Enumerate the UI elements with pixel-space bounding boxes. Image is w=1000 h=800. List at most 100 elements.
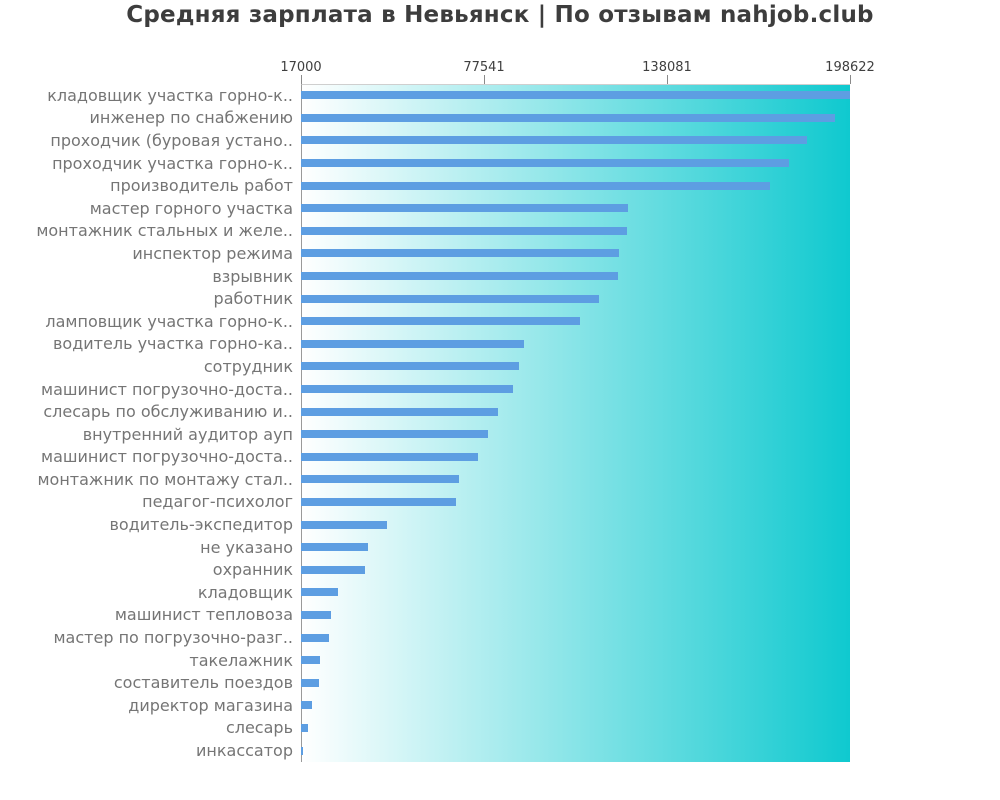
bar-track (301, 701, 850, 710)
value-bar (301, 249, 619, 258)
category-label: проходчик (буровая устано.. (50, 130, 293, 150)
bar-track (301, 497, 850, 506)
bar-track (301, 430, 850, 439)
x-axis: 17000 77541 138081 198622 (0, 0, 1000, 84)
bar-row: слесарь (0, 717, 850, 740)
value-bar (301, 746, 304, 755)
value-bar (301, 430, 489, 439)
x-tick-label: 77541 (463, 60, 505, 75)
bar-row: водитель участка горно-ка.. (0, 333, 850, 356)
category-label: проходчик участка горно-к.. (52, 153, 293, 173)
value-bar (301, 362, 519, 371)
bar-row: инженер по снабжению (0, 107, 850, 130)
bar-row: мастер горного участка (0, 197, 850, 220)
category-label: машинист тепловоза (114, 605, 293, 625)
bar-row: внутренний аудитор ауп (0, 423, 850, 446)
category-label: производитель работ (110, 176, 293, 196)
value-bar (301, 565, 366, 574)
category-label: слесарь по обслуживанию и.. (43, 402, 293, 422)
bar-track (301, 272, 850, 281)
category-label: машинист погрузочно-доста.. (41, 447, 293, 467)
x-tick-mark (850, 75, 851, 84)
value-bar (301, 317, 580, 326)
category-label: монтажник стальных и желе.. (36, 221, 293, 241)
bar-row: кладовщик (0, 581, 850, 604)
value-bar (301, 226, 627, 235)
bar-track (301, 452, 850, 461)
value-bar (301, 272, 619, 281)
category-label: монтажник по монтажу стал.. (37, 469, 293, 489)
bar-track (301, 543, 850, 552)
category-label: охранник (212, 560, 293, 580)
bar-row: инкассатор (0, 739, 850, 762)
bar-track (301, 656, 850, 665)
category-label: кладовщик участка горно-к.. (47, 85, 293, 105)
bar-track (301, 317, 850, 326)
category-label: инспектор режима (132, 243, 293, 263)
category-label: водитель-экспедитор (109, 515, 293, 535)
bar-track (301, 520, 850, 529)
bar-row: машинист погрузочно-доста.. (0, 446, 850, 469)
bar-track (301, 226, 850, 235)
value-bar (301, 181, 770, 190)
bar-track (301, 723, 850, 732)
bar-row: монтажник стальных и желе.. (0, 220, 850, 243)
value-bar (301, 385, 513, 394)
bar-row: директор магазина (0, 694, 850, 717)
value-bar (301, 294, 600, 303)
bar-track (301, 588, 850, 597)
value-bar (301, 610, 331, 619)
bar-row: слесарь по обслуживанию и.. (0, 400, 850, 423)
value-bar (301, 723, 308, 732)
category-label: инкассатор (196, 741, 293, 761)
bar-track (301, 385, 850, 394)
bar-row: монтажник по монтажу стал.. (0, 468, 850, 491)
bar-track (301, 565, 850, 574)
value-bar (301, 633, 330, 642)
bar-track (301, 159, 850, 168)
value-bar (301, 113, 835, 122)
bar-row: производитель работ (0, 174, 850, 197)
x-tick-mark (666, 75, 668, 84)
bar-row: сотрудник (0, 355, 850, 378)
value-bar (301, 543, 369, 552)
category-label: кладовщик (197, 582, 293, 602)
value-bar (301, 91, 850, 100)
value-bar (301, 339, 525, 348)
value-bar (301, 407, 499, 416)
bar-row: проходчик участка горно-к.. (0, 152, 850, 175)
bar-row: составитель поездов (0, 671, 850, 694)
value-bar (301, 497, 457, 506)
bar-track (301, 181, 850, 190)
bar-row: педагог-психолог (0, 491, 850, 514)
value-bar (301, 204, 629, 213)
bar-row: машинист тепловоза (0, 604, 850, 627)
bar-row: охранник (0, 558, 850, 581)
category-label: мастер по погрузочно-разг.. (53, 628, 293, 648)
x-tick-label: 17000 (280, 60, 322, 75)
category-label: взрывник (212, 266, 293, 286)
bar-track (301, 339, 850, 348)
value-bar (301, 136, 807, 145)
bar-row: ламповщик участка горно-к.. (0, 310, 850, 333)
category-label: инженер по снабжению (89, 108, 293, 128)
x-tick-mark (301, 75, 302, 84)
bar-track (301, 204, 850, 213)
x-tick-label: 138081 (642, 60, 692, 75)
value-bar (301, 678, 320, 687)
bar-track (301, 475, 850, 484)
category-label: директор магазина (128, 695, 293, 715)
plot-area (301, 84, 850, 762)
category-label: машинист погрузочно-доста.. (41, 379, 293, 399)
bar-row: такелажник (0, 649, 850, 672)
bar-row: кладовщик участка горно-к.. (0, 84, 850, 107)
bar-track (301, 633, 850, 642)
bar-track (301, 678, 850, 687)
category-label: работник (213, 289, 293, 309)
bar-row: водитель-экспедитор (0, 513, 850, 536)
value-bar (301, 520, 387, 529)
bar-row: мастер по погрузочно-разг.. (0, 626, 850, 649)
value-bar (301, 452, 479, 461)
x-tick-mark (484, 75, 485, 84)
bar-row: работник (0, 287, 850, 310)
